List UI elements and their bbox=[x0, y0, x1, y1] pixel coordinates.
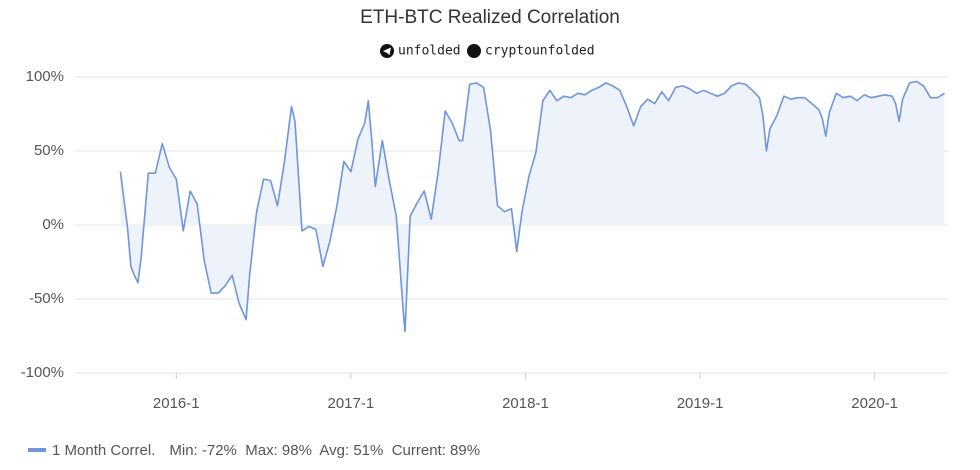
y-tick-label: 0% bbox=[42, 216, 64, 233]
plot-area: -100% -50% 0% 50% 100% 2016-1 2017-1 2018-1 2019… bbox=[21, 68, 948, 412]
credit: unfolded bbox=[398, 44, 461, 59]
telegram-glyph bbox=[383, 47, 391, 55]
x-tick-label: 2017-1 bbox=[328, 395, 375, 412]
x-tick-label: 2018-1 bbox=[502, 395, 549, 412]
line bbox=[119, 80, 945, 333]
y-tick-label: -100% bbox=[21, 364, 64, 381]
legend-label: 1 Month Correl. bbox=[52, 442, 155, 459]
twitter-icon bbox=[467, 44, 481, 58]
x-tick-label: 2019-1 bbox=[677, 395, 724, 412]
y-tick-label: 50% bbox=[34, 142, 64, 159]
x-tick-label: 2016-1 bbox=[153, 395, 200, 412]
x-tick-label: 2020-1 bbox=[851, 395, 898, 412]
legend-stats: Min: -72% Max: 98% Avg: 51% Current: 89% bbox=[169, 442, 480, 459]
y-tick-label: 100% bbox=[26, 68, 64, 85]
credit: cryptounfolded bbox=[485, 44, 595, 59]
area bbox=[120, 81, 945, 332]
y-tick-label: -50% bbox=[29, 290, 64, 307]
chart-title: ETH-BTC Realized Correlation bbox=[360, 7, 620, 28]
